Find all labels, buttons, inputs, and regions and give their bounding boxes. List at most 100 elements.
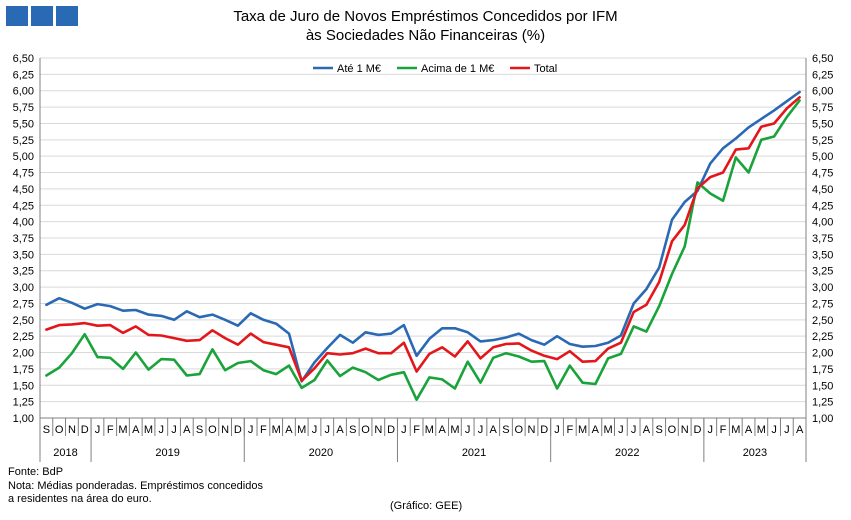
month-label: A xyxy=(592,424,600,436)
y-tick-label-right: 4,50 xyxy=(812,184,833,196)
month-label: F xyxy=(260,424,267,436)
legend-label: Total xyxy=(534,63,557,75)
y-tick-label-left: 5,75 xyxy=(13,102,34,114)
chart-subtitle: às Sociedades Não Financeiras (%) xyxy=(305,27,546,44)
chart-title: Taxa de Juro de Novos Empréstimos Conced… xyxy=(233,8,618,25)
footnote-line-2: a residentes na área do euro. xyxy=(8,493,152,505)
month-label: J xyxy=(554,424,560,436)
month-label: F xyxy=(413,424,420,436)
month-label: J xyxy=(771,424,777,436)
y-tick-label-left: 5,50 xyxy=(13,118,34,130)
month-label: M xyxy=(757,424,766,436)
month-label: N xyxy=(374,424,382,436)
year-label: 2022 xyxy=(615,447,639,459)
month-label: F xyxy=(720,424,727,436)
y-tick-label-right: 6,50 xyxy=(812,53,833,65)
month-label: N xyxy=(68,424,76,436)
y-tick-label-right: 4,00 xyxy=(812,217,833,229)
y-tick-label-left: 4,00 xyxy=(13,217,34,229)
y-tick-label-right: 1,75 xyxy=(812,364,833,376)
y-tick-label-left: 1,75 xyxy=(13,364,34,376)
series-line xyxy=(45,99,801,402)
month-label: A xyxy=(336,424,344,436)
series-line xyxy=(45,96,801,383)
y-tick-label-right: 5,50 xyxy=(812,118,833,130)
y-tick-label-left: 5,00 xyxy=(13,151,34,163)
month-label: M xyxy=(272,424,281,436)
month-label: A xyxy=(490,424,498,436)
month-label: O xyxy=(668,424,677,436)
y-tick-label-left: 2,00 xyxy=(13,348,34,360)
source-note: Fonte: BdP xyxy=(8,466,64,478)
y-tick-label-right: 6,25 xyxy=(812,69,833,81)
month-label: A xyxy=(132,424,140,436)
month-label: D xyxy=(81,424,89,436)
y-tick-label-right: 4,25 xyxy=(812,200,833,212)
y-tick-label-right: 3,25 xyxy=(812,266,833,278)
month-label: M xyxy=(450,424,459,436)
month-label: J xyxy=(159,424,165,436)
month-label: M xyxy=(118,424,127,436)
month-label: J xyxy=(312,424,318,436)
month-label: D xyxy=(540,424,548,436)
y-tick-label-left: 2,50 xyxy=(13,315,34,327)
y-tick-label-left: 4,75 xyxy=(13,168,34,180)
y-tick-label-right: 2,50 xyxy=(812,315,833,327)
year-label: 2023 xyxy=(743,447,767,459)
month-label: J xyxy=(248,424,254,436)
month-label: M xyxy=(144,424,153,436)
month-label: F xyxy=(107,424,114,436)
year-label: 2020 xyxy=(309,447,333,459)
logo xyxy=(6,6,78,26)
logo-block xyxy=(56,6,78,26)
month-label: M xyxy=(604,424,613,436)
y-tick-label-left: 3,75 xyxy=(13,233,34,245)
y-tick-label-right: 5,75 xyxy=(812,102,833,114)
month-label: O xyxy=(55,424,64,436)
month-label: J xyxy=(618,424,624,436)
month-label: N xyxy=(528,424,536,436)
month-label: M xyxy=(425,424,434,436)
y-tick-label-left: 4,25 xyxy=(13,200,34,212)
y-tick-label-right: 6,00 xyxy=(812,86,833,98)
month-label: J xyxy=(95,424,101,436)
y-tick-label-left: 2,25 xyxy=(13,331,34,343)
month-label: O xyxy=(514,424,523,436)
y-tick-label-right: 3,50 xyxy=(812,249,833,261)
y-tick-label-right: 1,25 xyxy=(812,397,833,409)
y-tick-label-right: 5,25 xyxy=(812,135,833,147)
month-label: S xyxy=(502,424,509,436)
month-label: S xyxy=(349,424,356,436)
month-label: J xyxy=(478,424,484,436)
month-label: D xyxy=(234,424,242,436)
y-tick-label-right: 3,75 xyxy=(812,233,833,245)
month-label: A xyxy=(643,424,651,436)
month-label: A xyxy=(183,424,191,436)
month-label: F xyxy=(566,424,573,436)
month-label: A xyxy=(285,424,293,436)
month-label: M xyxy=(731,424,740,436)
year-label: 2018 xyxy=(53,447,77,459)
y-tick-label-right: 4,75 xyxy=(812,168,833,180)
month-label: N xyxy=(681,424,689,436)
month-label: A xyxy=(438,424,446,436)
month-label: J xyxy=(784,424,790,436)
month-label: M xyxy=(578,424,587,436)
footnote-line-1: Nota: Médias ponderadas. Empréstimos con… xyxy=(8,480,263,492)
y-tick-label-right: 2,25 xyxy=(812,331,833,343)
month-label: A xyxy=(796,424,804,436)
month-label: J xyxy=(465,424,471,436)
month-label: O xyxy=(208,424,217,436)
month-label: N xyxy=(221,424,229,436)
logo-block xyxy=(31,6,53,26)
series-line xyxy=(45,90,801,383)
month-label: S xyxy=(196,424,203,436)
y-tick-label-left: 3,50 xyxy=(13,249,34,261)
y-tick-label-right: 1,50 xyxy=(812,380,833,392)
month-label: S xyxy=(43,424,50,436)
month-label: J xyxy=(325,424,331,436)
year-label: 2021 xyxy=(462,447,486,459)
chart-credit: (Gráfico: GEE) xyxy=(390,500,463,512)
legend-label: Acima de 1 M€ xyxy=(421,63,494,75)
